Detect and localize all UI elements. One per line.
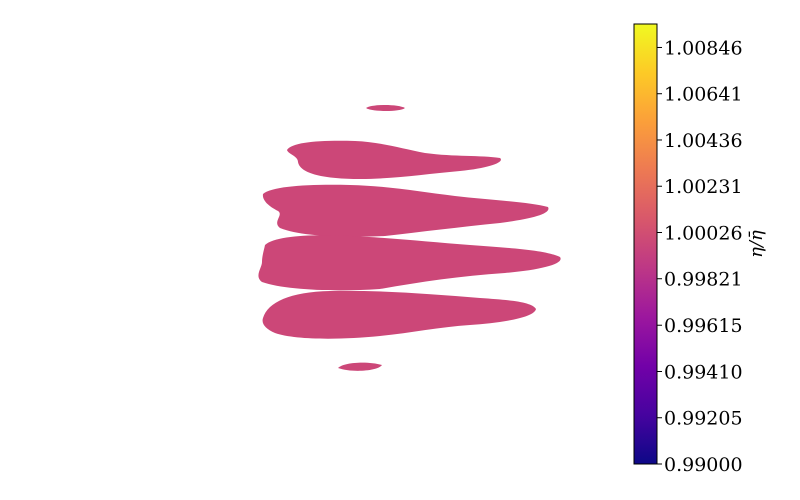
contour-region-upper-band	[287, 140, 501, 179]
contour-region-top-small-blob	[366, 105, 405, 111]
contour-region-lower-middle-band	[258, 235, 561, 291]
contour-region-lower-band	[262, 290, 536, 339]
colorbar-tick-label-5: 1.00026	[664, 222, 743, 244]
colorbar-tick-label-7: 1.00436	[664, 130, 743, 152]
colorbar-tick-label-4: 0.99821	[664, 269, 743, 291]
colorbar-tick-label-8: 1.00641	[664, 84, 743, 106]
contour-region-bottom-small-blob	[338, 362, 382, 371]
colorbar-tick-label-2: 0.99410	[664, 361, 743, 383]
contour-region-upper-middle-band	[262, 184, 549, 237]
colorbar-tick-label-3: 0.99615	[664, 315, 743, 337]
colorbar-tick-label-9: 1.00846	[664, 37, 743, 59]
colorbar-gradient	[633, 23, 658, 465]
colorbar-ticks: 0.99000 0.99205 0.99410 0.99615 0.99821 1.000…	[657, 37, 743, 476]
contour-plot-area	[258, 105, 561, 371]
colorbar-tick-label-0: 0.99000	[664, 454, 743, 476]
colorbar-tick-label-6: 1.00231	[664, 176, 743, 198]
colorbar: 0.99000 0.99205 0.99410 0.99615 0.99821 1.000…	[633, 23, 767, 476]
colorbar-label: η/η̄	[746, 230, 767, 258]
colorbar-tick-label-1: 0.99205	[664, 408, 743, 430]
